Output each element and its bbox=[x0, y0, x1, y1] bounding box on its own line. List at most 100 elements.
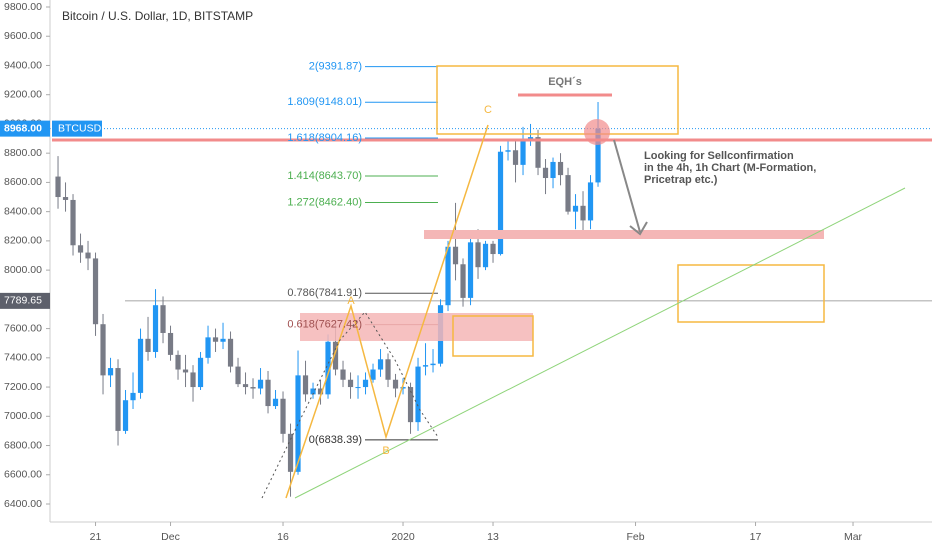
candle-body bbox=[370, 369, 376, 380]
candle-body bbox=[535, 137, 541, 168]
fib-label: 0(6838.39) bbox=[309, 434, 362, 446]
candle-body bbox=[460, 264, 466, 298]
trend-line bbox=[294, 187, 906, 499]
candle-body bbox=[197, 357, 204, 388]
candle-body bbox=[557, 161, 564, 176]
candle-body bbox=[355, 387, 361, 389]
symbol-label: BTCUSD bbox=[58, 122, 102, 134]
pattern-curve bbox=[261, 311, 439, 499]
candle-body bbox=[542, 167, 549, 179]
y-tick-label: 6400.00 bbox=[4, 498, 42, 510]
candle-body bbox=[235, 366, 241, 385]
candle-body bbox=[182, 369, 189, 373]
y-tick-label: 6600.00 bbox=[4, 469, 42, 481]
candle-body bbox=[317, 388, 324, 395]
candle-body bbox=[107, 368, 114, 376]
candle-body bbox=[85, 252, 91, 259]
candle-body bbox=[287, 433, 294, 472]
target-box bbox=[677, 264, 825, 323]
x-tick-label: Mar bbox=[844, 531, 863, 543]
y-tick-label: 7000.00 bbox=[4, 410, 42, 422]
abc-zigzag bbox=[285, 124, 489, 499]
candle-body bbox=[362, 379, 369, 388]
candle-body bbox=[175, 354, 181, 370]
reference-label-bg bbox=[0, 292, 50, 309]
candle-body bbox=[475, 242, 481, 268]
candle-body bbox=[250, 387, 256, 389]
wave-label: C bbox=[484, 104, 492, 116]
candle-body bbox=[145, 338, 151, 352]
candle-body bbox=[55, 176, 61, 198]
fib-label: 1.809(9148.01) bbox=[287, 96, 362, 108]
candle-body bbox=[587, 182, 594, 221]
candle-body bbox=[190, 372, 196, 388]
highlight-circle bbox=[584, 119, 610, 145]
candle-body bbox=[595, 128, 601, 183]
candle-body bbox=[227, 338, 234, 367]
candle-body bbox=[70, 199, 76, 246]
candle-body bbox=[220, 338, 226, 342]
candle-body bbox=[100, 324, 106, 376]
candle-body bbox=[137, 338, 144, 393]
price-label-bg bbox=[0, 120, 50, 137]
candle-body bbox=[452, 246, 459, 265]
candle-body bbox=[130, 392, 136, 401]
y-tick-label: 8400.00 bbox=[4, 205, 42, 217]
y-tick-label: 7400.00 bbox=[4, 352, 42, 364]
arrow-head bbox=[629, 221, 648, 236]
candle-body bbox=[257, 379, 264, 389]
fib-zone bbox=[300, 313, 533, 341]
y-tick-label: 8800.00 bbox=[4, 147, 42, 159]
candle-body bbox=[565, 175, 571, 212]
fib-label: 1.272(8462.40) bbox=[287, 196, 362, 208]
y-tick-label: 9200.00 bbox=[4, 88, 42, 100]
note-line: Looking for Sellconfirmation bbox=[644, 150, 794, 162]
candle-body bbox=[325, 341, 331, 395]
y-tick-label: 9600.00 bbox=[4, 30, 42, 42]
y-tick-label: 6800.00 bbox=[4, 439, 42, 451]
candle-body bbox=[505, 150, 511, 152]
candle-body bbox=[490, 243, 496, 255]
candle-body bbox=[167, 332, 174, 355]
candle-body bbox=[332, 341, 339, 370]
candle-body bbox=[430, 363, 436, 366]
candle-body bbox=[212, 337, 219, 342]
y-tick-label: 7200.00 bbox=[4, 381, 42, 393]
drawings bbox=[52, 65, 932, 499]
candle-body bbox=[302, 375, 309, 395]
note-line: in the 4h, 1h Chart (M-Formation, bbox=[644, 162, 816, 174]
candle-body bbox=[415, 366, 421, 423]
candle-body bbox=[400, 387, 406, 389]
candle-body bbox=[115, 368, 121, 431]
candle-body bbox=[422, 365, 429, 367]
symbol-label-bg bbox=[52, 120, 102, 137]
x-tick-label: 16 bbox=[277, 531, 289, 543]
candle-body bbox=[385, 359, 391, 380]
x-tick-label: 13 bbox=[487, 531, 499, 543]
candle-body bbox=[520, 138, 526, 165]
candle-body bbox=[347, 379, 354, 388]
target-box bbox=[436, 65, 679, 135]
candle-body bbox=[497, 151, 504, 255]
eqh-label: EQH´s bbox=[548, 76, 582, 88]
candle-body bbox=[377, 359, 384, 370]
candle-body bbox=[295, 375, 301, 472]
candle-body bbox=[340, 369, 346, 380]
x-tick-label: 2020 bbox=[391, 531, 415, 543]
candle-body bbox=[527, 137, 534, 139]
chart-title: Bitcoin / U.S. Dollar, 1D, BITSTAMP bbox=[62, 9, 253, 23]
candle-body bbox=[392, 379, 399, 389]
candle-body bbox=[467, 242, 474, 298]
fib-label: 1.618(8904.16) bbox=[287, 132, 362, 144]
retest-box bbox=[452, 315, 534, 357]
price-label: 8968.00 bbox=[4, 122, 42, 134]
candle-body bbox=[92, 258, 99, 325]
fib-label: 0.618(7627.42) bbox=[287, 318, 362, 330]
candle-body bbox=[152, 305, 159, 352]
x-tick-label: 21 bbox=[90, 531, 102, 543]
x-tick-label: 17 bbox=[750, 531, 762, 543]
plot bbox=[50, 66, 932, 497]
fib-label: 0.786(7841.91) bbox=[287, 287, 362, 299]
candle-body bbox=[580, 205, 586, 221]
